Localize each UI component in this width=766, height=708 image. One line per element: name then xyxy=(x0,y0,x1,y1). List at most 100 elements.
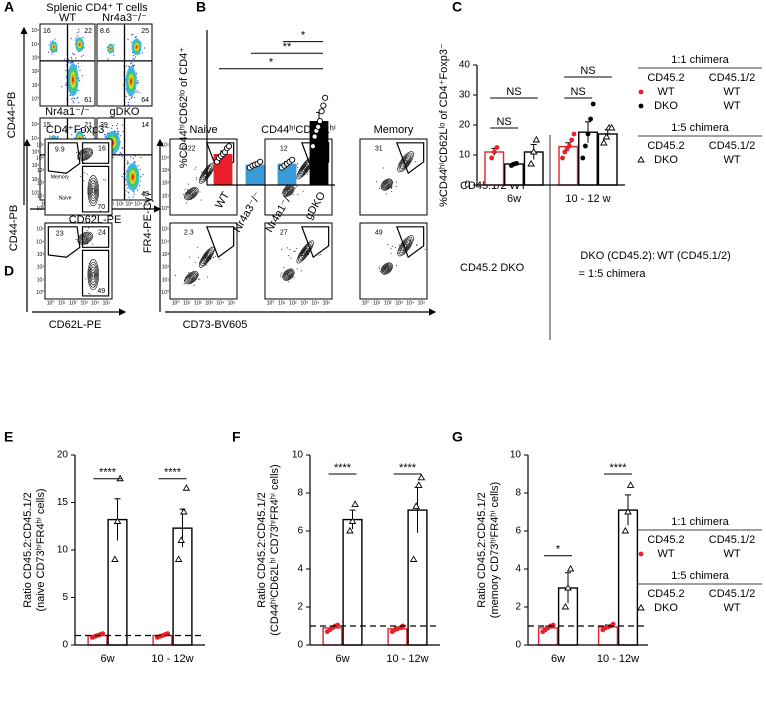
cell-dot xyxy=(142,173,144,176)
cell-dot xyxy=(132,34,134,36)
cell-dot xyxy=(134,96,136,98)
contour-line xyxy=(398,236,413,255)
contour-line xyxy=(79,149,91,159)
legend-column: CD45.1/2 xyxy=(709,534,755,546)
cell-dot xyxy=(130,97,133,99)
data-point xyxy=(566,564,575,572)
contour-line xyxy=(90,182,97,199)
data-point xyxy=(529,147,538,155)
cell-dot xyxy=(132,196,134,198)
decade-label: 10⁵ xyxy=(161,143,169,149)
decade-label: 10¹ xyxy=(183,300,191,306)
data-point xyxy=(311,133,318,140)
gating-title: CD4⁺Foxp3⁻ xyxy=(46,124,110,136)
gate-value: 24 xyxy=(98,230,106,237)
decade-label: 10⁵ xyxy=(144,201,152,207)
y-axis-label: %CD44ʰⁱCD62ˡᵒ of CD4⁺ xyxy=(178,47,190,168)
data-point xyxy=(346,526,354,534)
decade-label: 10² xyxy=(162,265,170,271)
decade-label: 10⁵ xyxy=(31,122,39,128)
contour-line xyxy=(91,269,96,281)
contour-line xyxy=(87,259,99,291)
contour-line xyxy=(204,169,210,177)
cell-dot xyxy=(296,248,298,250)
contour-line xyxy=(204,253,210,261)
decade-label: 10² xyxy=(116,201,124,207)
contour-line xyxy=(92,187,95,194)
contour-line xyxy=(385,267,389,270)
contour-line xyxy=(302,163,309,172)
cell-dot xyxy=(102,130,104,132)
cell-dot xyxy=(398,244,400,246)
cell-dot xyxy=(75,238,77,240)
cell-dot xyxy=(318,254,320,256)
y-tick-label: 30 xyxy=(459,90,471,101)
cell-dot xyxy=(82,36,84,38)
data-point xyxy=(602,132,611,140)
data-point xyxy=(610,621,616,627)
decade-label: 10¹ xyxy=(58,300,66,306)
data-point xyxy=(590,101,596,107)
decade-label: 10⁵ xyxy=(323,300,331,306)
gate xyxy=(300,226,330,259)
cell-dot xyxy=(120,135,122,137)
decade-label: 10¹ xyxy=(162,277,170,283)
y-axis-label: Ratio CD45.2:CD45.1/2 xyxy=(476,492,488,608)
y-tick-label: 0 xyxy=(515,640,521,651)
cell-dot xyxy=(105,134,107,136)
cell-dot xyxy=(125,65,128,67)
cell-dot xyxy=(117,131,119,133)
contour-line xyxy=(283,269,294,280)
contour-line xyxy=(83,152,87,156)
cell-dot xyxy=(130,63,132,65)
legend-partner: WT xyxy=(723,154,740,166)
decade-label: 10³ xyxy=(80,300,88,306)
data-point xyxy=(561,602,570,610)
cell-dot xyxy=(77,96,79,99)
cell-dot xyxy=(185,202,187,204)
axis-label: CD62L-PE xyxy=(49,319,102,331)
cell-dot xyxy=(281,272,283,274)
cell-dot xyxy=(121,124,124,126)
cell-dot xyxy=(72,52,74,54)
panel-letter: E xyxy=(4,429,13,445)
decade-label: 10¹ xyxy=(162,193,170,199)
column-title: Naive xyxy=(189,124,217,136)
data-point xyxy=(580,155,586,161)
cell-dot xyxy=(409,239,411,241)
y-axis-label: (CD44ʰⁱCD62Lʰⁱ CD73ʰⁱFR4ʰⁱ cells) xyxy=(269,464,281,635)
cell-dot xyxy=(201,171,203,173)
contour-line xyxy=(187,274,196,282)
contour-line xyxy=(184,187,199,201)
decade-label: 10⁵ xyxy=(228,300,236,306)
cell-dot xyxy=(118,133,120,136)
cell-dot xyxy=(197,279,199,281)
x-tick-label: 10 - 12w xyxy=(386,653,428,665)
contour-line xyxy=(381,179,392,190)
cell-dot xyxy=(395,185,397,187)
panel-title: Splenic CD4⁺ T cells xyxy=(46,2,148,14)
cell-dot xyxy=(116,124,118,127)
decade-label: 10² xyxy=(37,181,45,187)
density-contour xyxy=(130,78,133,84)
cell-dot xyxy=(70,37,72,40)
gate-value: 31 xyxy=(375,146,383,153)
cell-dot xyxy=(131,62,133,64)
cell-dot xyxy=(132,66,134,68)
data-point xyxy=(409,555,418,562)
cell-dot xyxy=(71,134,73,136)
contour-line xyxy=(188,191,195,197)
data-point xyxy=(257,158,264,165)
contour-line xyxy=(287,189,290,192)
row-label: CD45.2 DKO xyxy=(460,262,525,274)
contour-line xyxy=(402,158,409,166)
y-axis-label: %CD44ʰⁱCD62Lˡᵒ of CD4⁺Foxp3⁻ xyxy=(438,43,450,207)
cell-dot xyxy=(128,65,130,67)
legend-title: 1:5 chimera xyxy=(671,570,729,582)
cell-dot xyxy=(188,256,190,258)
cell-dot xyxy=(77,158,79,160)
y-tick-label: 5 xyxy=(62,592,68,603)
decade-label: 10⁴ xyxy=(406,300,414,306)
cell-dot xyxy=(296,268,298,270)
